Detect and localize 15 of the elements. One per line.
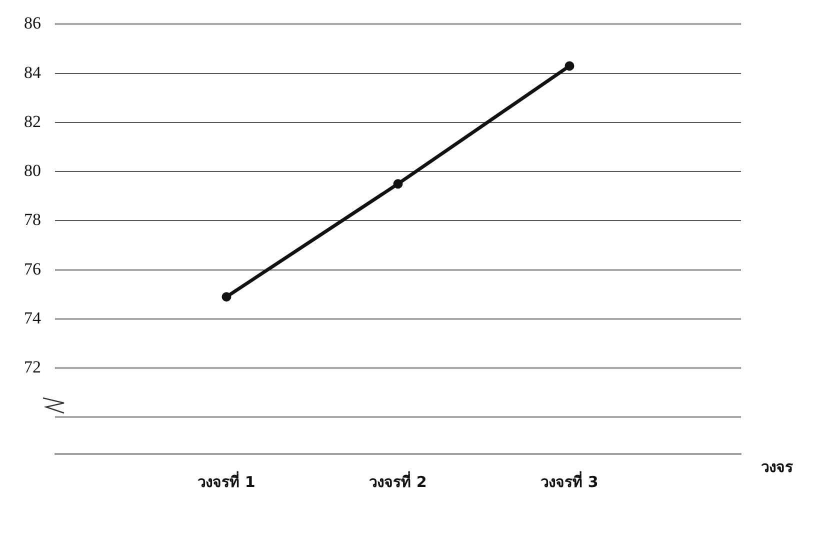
y-tick-label: 74 [24,308,42,328]
y-tick-label: 86 [24,14,41,33]
x-axis-title: วงจร [761,458,794,476]
y-tick-label: 78 [24,210,41,230]
point [393,179,403,189]
y-tick-label: 72 [24,358,41,377]
y-tick-label: 82 [24,112,41,131]
x-tick-label: วงจรที่ 3 [540,470,598,491]
x-tick-label: วงจรที่ 2 [369,470,427,491]
y-tick-label: 80 [24,161,41,180]
point [222,292,232,302]
y-tick-label: 76 [24,259,41,278]
y-tick-label: 84 [24,62,42,82]
x-tick-label: วงจรที่ 1 [198,470,256,491]
point [564,61,574,71]
